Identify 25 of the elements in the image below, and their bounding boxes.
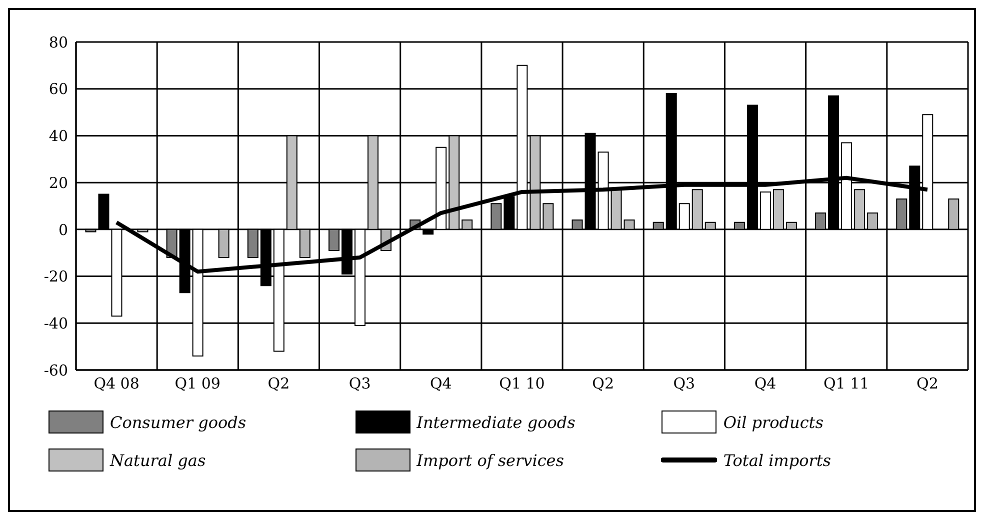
legend-label: Consumer goods: [110, 412, 246, 432]
x-tick-label: Q4 08: [94, 374, 140, 393]
y-tick-label: 0: [58, 220, 68, 239]
x-tick-label: Q2: [916, 374, 938, 393]
x-tick-label: Q1 10: [499, 374, 545, 393]
y-tick-label: 20: [48, 174, 68, 192]
x-tick-label: Q3: [673, 374, 696, 393]
legend-label: Intermediate goods: [416, 412, 576, 432]
x-tick-label: Q4: [430, 374, 452, 393]
y-tick-label: -40: [44, 314, 68, 332]
x-tick-label: Q1 11: [824, 374, 870, 393]
y-tick-label: 60: [48, 80, 68, 98]
x-tick-label: Q3: [348, 374, 371, 393]
x-tick-label: Q4: [754, 374, 776, 393]
x-tick-label: Q2: [268, 374, 290, 393]
legend-label: Total imports: [723, 450, 832, 470]
legend-label: Oil products: [723, 412, 824, 432]
legend-label: Import of services: [416, 450, 564, 470]
x-tick-label: Q1 09: [174, 374, 220, 393]
y-tick-label: -60: [44, 361, 68, 380]
x-tick-label: Q2: [592, 374, 614, 393]
legend-label: Natural gas: [110, 450, 206, 470]
y-tick-label: 80: [48, 33, 68, 52]
y-tick-label: -20: [44, 268, 68, 286]
y-tick-label: 40: [48, 127, 68, 146]
